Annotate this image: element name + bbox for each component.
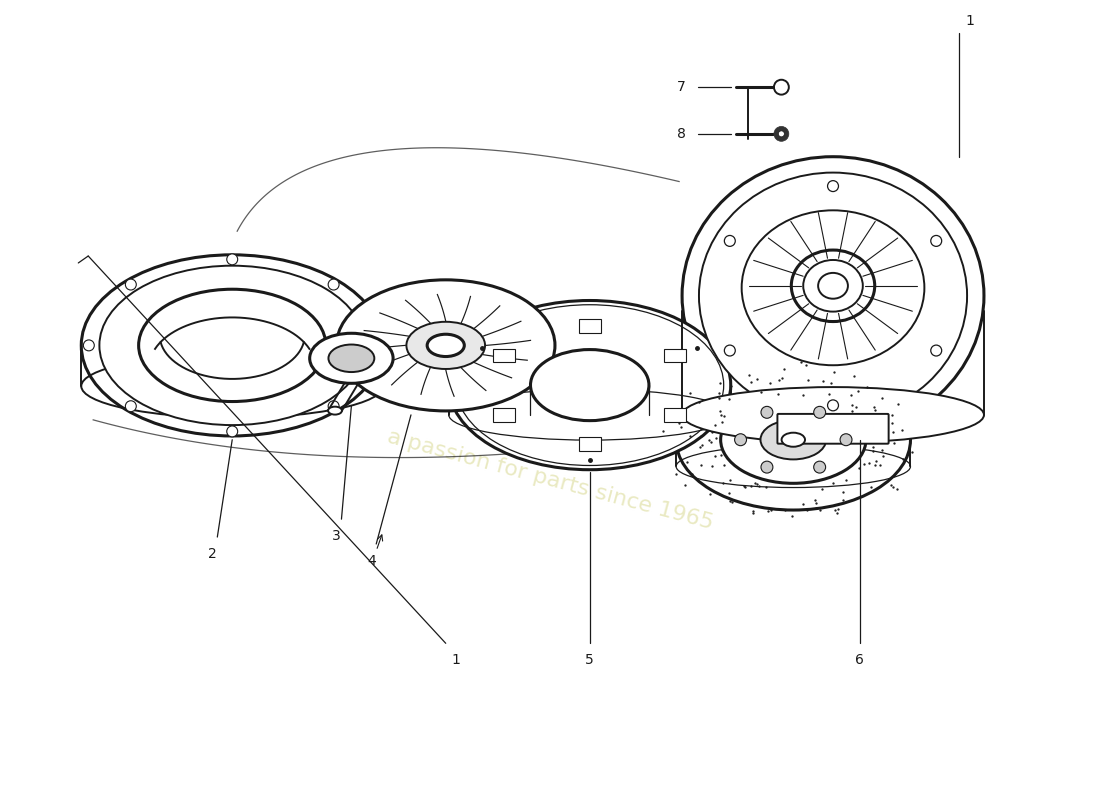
- Text: 4: 4: [367, 554, 375, 568]
- Ellipse shape: [725, 235, 735, 246]
- Ellipse shape: [827, 400, 838, 411]
- Ellipse shape: [741, 210, 924, 366]
- Text: 8: 8: [678, 127, 686, 141]
- Ellipse shape: [139, 290, 326, 402]
- Text: 5: 5: [585, 654, 594, 667]
- Text: 7: 7: [678, 80, 686, 94]
- Bar: [664, 408, 686, 422]
- Ellipse shape: [720, 396, 866, 483]
- Ellipse shape: [760, 420, 826, 459]
- Ellipse shape: [227, 254, 238, 265]
- Ellipse shape: [682, 157, 984, 434]
- Ellipse shape: [782, 433, 805, 446]
- Text: 1: 1: [965, 14, 974, 28]
- Ellipse shape: [125, 279, 136, 290]
- Ellipse shape: [682, 387, 984, 442]
- Ellipse shape: [779, 131, 784, 137]
- Ellipse shape: [449, 301, 730, 470]
- Ellipse shape: [81, 255, 383, 436]
- FancyBboxPatch shape: [778, 414, 889, 444]
- Ellipse shape: [328, 406, 342, 414]
- Ellipse shape: [676, 370, 911, 510]
- Bar: [579, 438, 601, 451]
- Ellipse shape: [227, 426, 238, 437]
- Ellipse shape: [427, 334, 464, 357]
- Text: 1: 1: [451, 654, 460, 667]
- Text: 3: 3: [332, 529, 341, 543]
- Ellipse shape: [310, 334, 393, 383]
- Ellipse shape: [99, 266, 365, 425]
- Ellipse shape: [791, 250, 874, 322]
- Ellipse shape: [840, 434, 852, 446]
- Ellipse shape: [84, 340, 95, 351]
- Ellipse shape: [803, 260, 862, 312]
- Ellipse shape: [774, 126, 789, 142]
- Ellipse shape: [125, 401, 136, 412]
- Ellipse shape: [725, 345, 735, 356]
- Ellipse shape: [818, 273, 848, 298]
- Text: a passion for parts since 1965: a passion for parts since 1965: [385, 426, 715, 533]
- Text: 2: 2: [208, 547, 217, 561]
- Ellipse shape: [761, 406, 773, 418]
- Bar: [493, 408, 515, 422]
- Ellipse shape: [337, 280, 556, 411]
- Ellipse shape: [698, 173, 967, 419]
- Ellipse shape: [814, 461, 826, 473]
- Bar: [493, 349, 515, 362]
- Text: 6: 6: [856, 654, 865, 667]
- Ellipse shape: [406, 322, 485, 369]
- Bar: [579, 319, 601, 333]
- Ellipse shape: [328, 279, 339, 290]
- Bar: [664, 349, 686, 362]
- Ellipse shape: [328, 401, 339, 412]
- Ellipse shape: [814, 406, 826, 418]
- Ellipse shape: [371, 340, 381, 351]
- Ellipse shape: [931, 235, 942, 246]
- Ellipse shape: [827, 181, 838, 191]
- Text: europarts: europarts: [320, 310, 780, 391]
- Ellipse shape: [735, 434, 747, 446]
- Ellipse shape: [530, 350, 649, 421]
- Ellipse shape: [455, 305, 724, 466]
- Ellipse shape: [761, 461, 773, 473]
- Ellipse shape: [329, 345, 374, 372]
- Ellipse shape: [931, 345, 942, 356]
